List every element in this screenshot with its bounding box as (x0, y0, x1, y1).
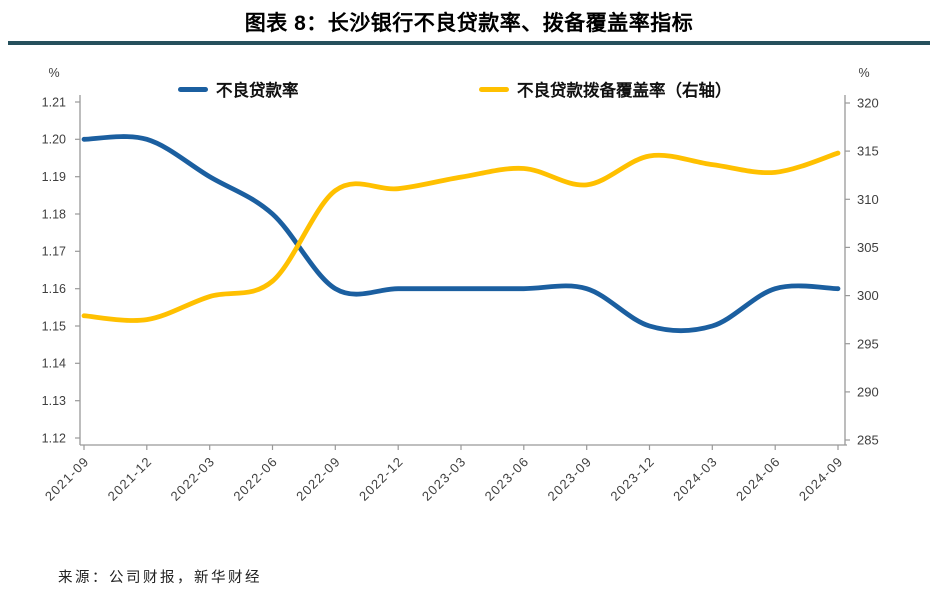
svg-text:2022-06: 2022-06 (230, 454, 280, 504)
svg-text:1.20: 1.20 (42, 133, 66, 147)
npl-ratio-line (81, 134, 841, 334)
npl-legend-swatch (178, 86, 208, 92)
title-divider-rule (8, 41, 930, 45)
svg-text:315: 315 (857, 144, 879, 159)
svg-text:1.16: 1.16 (42, 282, 66, 296)
right-axis-unit: % (858, 66, 869, 80)
svg-text:2023-03: 2023-03 (419, 454, 469, 504)
legend-item-npl-ratio: 不良贷款率 (178, 78, 299, 100)
svg-text:1.13: 1.13 (42, 394, 66, 408)
left-axis-unit: % (48, 66, 59, 80)
svg-text:295: 295 (857, 336, 879, 351)
coverage-legend-label: 不良贷款拨备覆盖率（右轴） (517, 82, 732, 100)
left-axis-ticks: 1.12 1.13 1.14 1.15 1.16 1.17 1.18 1.19 1.20 1.21… (42, 66, 80, 445)
svg-text:285: 285 (857, 433, 879, 448)
svg-text:2022-09: 2022-09 (293, 454, 343, 504)
coverage-legend-swatch (479, 86, 509, 92)
svg-text:2021-12: 2021-12 (105, 454, 155, 504)
source-note: 来源：公司财报，新华财经 (58, 570, 262, 586)
svg-text:1.17: 1.17 (42, 245, 66, 259)
right-axis-ticks: 285 290 295 300 305 310 315 320% (845, 66, 879, 448)
npl-legend-label: 不良贷款率 (216, 82, 299, 100)
svg-text:2023-12: 2023-12 (607, 454, 657, 504)
svg-text:1.19: 1.19 (42, 170, 66, 184)
legend-item-coverage-ratio: 不良贷款拨备覆盖率（右轴） (479, 78, 732, 100)
axes (79, 95, 847, 446)
svg-text:290: 290 (857, 385, 879, 400)
svg-text:2023-09: 2023-09 (545, 454, 595, 504)
svg-text:2024-06: 2024-06 (733, 454, 783, 504)
svg-text:1.18: 1.18 (42, 207, 66, 221)
svg-text:2023-06: 2023-06 (482, 454, 532, 504)
svg-text:2022-12: 2022-12 (356, 454, 406, 504)
svg-text:1.21: 1.21 (42, 95, 66, 109)
coverage-ratio-line (81, 150, 841, 323)
chart-legend: 不良贷款率 不良贷款拨备覆盖率（右轴） (0, 78, 938, 100)
svg-text:1.12: 1.12 (42, 431, 66, 445)
svg-text:2022-03: 2022-03 (168, 454, 218, 504)
svg-text:320: 320 (857, 96, 879, 111)
svg-text:1.14: 1.14 (42, 357, 66, 371)
svg-text:2024-03: 2024-03 (670, 454, 720, 504)
svg-text:305: 305 (857, 240, 879, 255)
svg-text:310: 310 (857, 192, 879, 207)
svg-text:1.15: 1.15 (42, 319, 66, 333)
svg-text:300: 300 (857, 288, 879, 303)
x-axis-ticks: 2021-09 2021-12 2022-03 2022-06 2022-09 2022-… (42, 445, 846, 504)
svg-text:2021-09: 2021-09 (42, 454, 92, 504)
chart-title: 图表 8：长沙银行不良贷款率、拨备覆盖率指标 (244, 12, 694, 35)
svg-text:2024-09: 2024-09 (796, 454, 846, 504)
